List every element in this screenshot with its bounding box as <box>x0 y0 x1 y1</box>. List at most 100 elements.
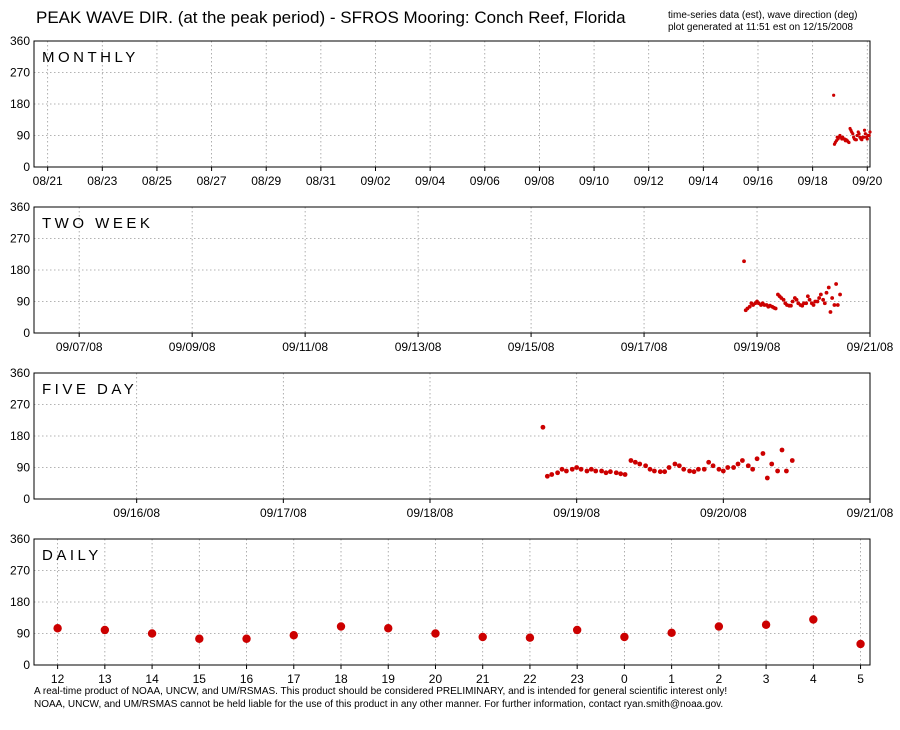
data-point <box>818 292 823 297</box>
data-point <box>647 466 653 472</box>
data-point <box>666 465 672 470</box>
x-tick-label: 14 <box>145 672 159 686</box>
x-tick-label: 09/18/08 <box>407 506 454 520</box>
data-point <box>540 424 546 430</box>
y-tick-label: 180 <box>10 97 30 111</box>
y-tick-label: 90 <box>17 461 31 475</box>
data-point <box>740 458 745 463</box>
data-point <box>637 461 643 467</box>
y-tick-label: 180 <box>10 595 30 609</box>
data-point <box>742 259 746 264</box>
data-point <box>618 471 624 477</box>
x-tick-label: 09/02 <box>360 174 390 188</box>
data-point <box>559 466 565 472</box>
x-tick-label: 09/21/08 <box>847 340 894 354</box>
panel-two-week: 0 90 180 270 360 09/07/08 09/09/08 09/11/08 09/1… <box>10 200 894 354</box>
data-point <box>652 468 657 474</box>
data-point <box>578 466 584 472</box>
data-point <box>147 629 157 638</box>
data-point <box>384 624 393 633</box>
x-tick-label: 09/20/08 <box>700 506 747 520</box>
x-tick-label: 23 <box>570 672 584 686</box>
data-point <box>773 306 778 311</box>
x-tick-label: 09/18 <box>798 174 828 188</box>
x-tick-label: 09/10 <box>579 174 609 188</box>
data-point <box>643 463 648 469</box>
data-point <box>865 137 869 141</box>
data-point <box>856 639 865 649</box>
data-point <box>824 290 829 295</box>
panel-label: FIVE DAY <box>42 381 137 398</box>
y-tick-label: 360 <box>10 34 30 48</box>
data-point <box>817 296 822 300</box>
y-tick-label: 270 <box>10 66 30 80</box>
x-tick-label: 09/07/08 <box>56 340 103 354</box>
panel-label: MONTHLY <box>42 49 139 66</box>
x-tick-label: 13 <box>98 672 112 686</box>
data-point <box>805 294 810 299</box>
footer-disclaimer-2: NOAA, UNCW, and UM/RSMAS cannot be held … <box>34 699 724 710</box>
x-tick-label: 09/11/08 <box>282 340 328 354</box>
chart-title: PEAK WAVE DIR. (at the peak period) - SF… <box>36 8 626 27</box>
data-point <box>781 297 786 302</box>
data-point <box>593 468 599 474</box>
data-point <box>761 620 771 629</box>
data-point <box>789 303 793 308</box>
data-point <box>574 465 580 470</box>
data-point <box>620 632 629 642</box>
data-point <box>747 304 752 309</box>
data-point <box>681 466 687 472</box>
data-point <box>822 301 827 306</box>
data-point <box>769 461 775 467</box>
data-point <box>863 132 867 136</box>
x-tick-label: 21 <box>476 672 490 686</box>
data-point <box>828 310 833 314</box>
data-description: time-series data (est), wave direction (… <box>668 10 858 21</box>
data-point <box>632 459 638 465</box>
data-point <box>815 299 820 304</box>
x-tick-label: 15 <box>193 672 207 686</box>
x-tick-label: 20 <box>429 672 443 686</box>
data-point <box>431 629 440 638</box>
x-tick-label: 09/13/08 <box>395 340 442 354</box>
x-tick-label: 08/29 <box>251 174 281 188</box>
x-tick-label: 09/12 <box>634 174 664 188</box>
y-tick-label: 270 <box>10 564 30 578</box>
data-point <box>847 140 851 145</box>
x-tick-label: 09/16/08 <box>113 506 160 520</box>
x-tick-label: 08/25 <box>142 174 172 188</box>
y-tick-label: 180 <box>10 263 30 277</box>
data-point <box>826 285 831 290</box>
data-point <box>868 130 872 134</box>
data-point <box>544 473 550 479</box>
plot-frame <box>33 206 871 334</box>
y-tick-label: 90 <box>17 627 31 641</box>
data-point <box>622 472 628 477</box>
data-point <box>706 459 712 465</box>
plot-frame <box>33 40 871 168</box>
footer-disclaimer-1: A real-time product of NOAA, UNCW, and U… <box>34 686 728 697</box>
data-point <box>588 466 594 472</box>
y-tick-label: 270 <box>10 232 30 246</box>
x-tick-label: 09/04 <box>415 174 445 188</box>
y-tick-label: 360 <box>10 200 30 214</box>
x-tick-label: 18 <box>334 672 348 686</box>
data-point <box>584 468 590 474</box>
data-point <box>867 133 871 138</box>
x-tick-label: 09/20 <box>852 174 882 188</box>
data-point <box>838 292 842 297</box>
data-point <box>603 470 609 476</box>
data-point <box>789 458 795 463</box>
x-tick-label: 17 <box>287 672 301 686</box>
data-point <box>750 466 756 472</box>
data-point <box>701 466 707 472</box>
y-tick-label: 360 <box>10 366 30 380</box>
data-point <box>195 634 204 643</box>
data-point <box>662 469 668 475</box>
data-point <box>100 625 110 635</box>
data-point <box>760 451 766 456</box>
data-point <box>860 138 864 142</box>
data-point <box>731 465 736 470</box>
y-tick-label: 0 <box>23 326 30 340</box>
data-point <box>687 468 692 474</box>
